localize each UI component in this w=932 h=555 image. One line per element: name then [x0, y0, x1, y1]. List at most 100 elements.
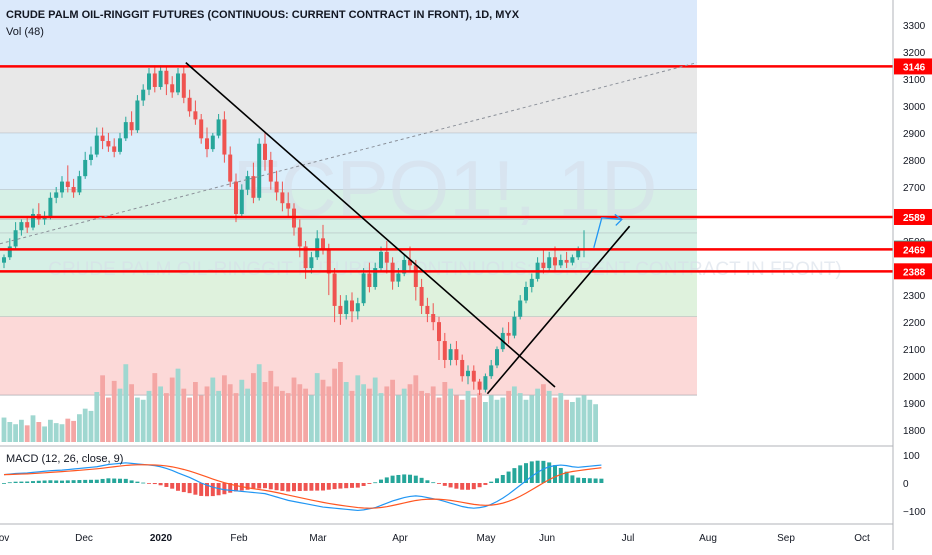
- macd-histogram-bar: [83, 479, 88, 483]
- volume-bar: [384, 386, 390, 442]
- candle-body: [152, 73, 157, 87]
- candle-body: [280, 192, 285, 204]
- macd-histogram-bar: [477, 483, 482, 488]
- volume-bar: [100, 375, 105, 442]
- volume-bar: [593, 404, 598, 442]
- volume-indicator-label[interactable]: Vol (48): [6, 26, 44, 38]
- macd-histogram-bar: [321, 483, 325, 491]
- macd-histogram-bar: [326, 483, 331, 490]
- price-tick-label: 2900: [903, 129, 926, 140]
- candle-body: [147, 73, 151, 90]
- candle-body: [564, 259, 569, 263]
- time-tick-label: Feb: [230, 533, 248, 544]
- time-tick-label: Aug: [699, 533, 717, 544]
- volume-bar: [82, 408, 88, 442]
- macd-histogram-bar: [48, 480, 53, 483]
- volume-bar: [251, 373, 256, 442]
- macd-histogram-bar: [570, 475, 575, 483]
- macd-histogram-bar: [187, 483, 192, 494]
- volume-bar: [158, 386, 163, 442]
- candle-body: [466, 370, 470, 377]
- macd-histogram-bar: [547, 462, 552, 483]
- horizontal-lines[interactable]: [0, 65, 893, 273]
- price-tick-label: 1900: [903, 399, 926, 410]
- candle-body: [379, 251, 383, 269]
- time-axis[interactable]: ov Dec 2020 Feb Mar Apr May Jun Jul Aug Sep Oct: [0, 533, 870, 544]
- candle-body: [402, 259, 407, 274]
- volume-bar: [477, 393, 482, 442]
- macd-tick-label: 100: [903, 451, 920, 462]
- volume-bar: [123, 364, 129, 442]
- candle-body: [367, 273, 372, 287]
- macd-indicator-label[interactable]: MACD (12, 26, close, 9): [6, 453, 124, 465]
- time-tick-label: Dec: [75, 533, 93, 544]
- macd-histogram-bar: [396, 474, 401, 483]
- volume-bar: [506, 390, 511, 442]
- macd-histogram-bar: [274, 483, 279, 491]
- candle-body: [274, 181, 279, 193]
- volume-bar: [372, 377, 378, 442]
- macd-histogram-bar: [448, 483, 453, 488]
- macd-histogram-bar: [413, 475, 418, 483]
- candle-body: [350, 300, 354, 312]
- volume-bar: [407, 384, 413, 442]
- macd-histogram-bar: [564, 471, 569, 483]
- volume-bar: [129, 384, 134, 442]
- price-label-text: 3146: [903, 62, 926, 73]
- volume-bar: [517, 393, 523, 442]
- macd-histogram-bar: [524, 463, 528, 483]
- price-tick-label: 2300: [903, 291, 926, 302]
- volume-bar: [361, 384, 366, 442]
- candle-body: [425, 305, 430, 315]
- macd-histogram-bar: [425, 480, 430, 483]
- price-axis[interactable]: 3300320031003000290028002700260025002400…: [894, 21, 932, 437]
- macd-histogram-bar: [181, 483, 186, 493]
- candle-body: [141, 89, 146, 101]
- macd-histogram-bar: [593, 478, 598, 483]
- volume-bar: [262, 382, 268, 442]
- volume-bar: [256, 364, 262, 442]
- candle-body: [210, 135, 215, 150]
- volume-bar: [314, 373, 320, 442]
- candle-body: [471, 370, 476, 382]
- projection-arrowhead: [614, 213, 623, 226]
- time-tick-label: Mar: [309, 533, 327, 544]
- macd-histogram-bar: [77, 480, 82, 483]
- candle-body: [176, 73, 180, 93]
- volume-bar: [94, 392, 100, 442]
- volume-bar: [181, 388, 187, 442]
- macd-histogram-bar: [303, 483, 308, 491]
- volume-bar: [465, 390, 471, 442]
- volume-bar: [297, 384, 303, 442]
- candle-body: [112, 146, 117, 152]
- time-tick-label: Jun: [539, 533, 555, 544]
- fib-zone-top: [0, 0, 697, 67]
- volume-bar: [169, 377, 175, 442]
- volume-bar: [303, 388, 308, 442]
- macd-histogram-bar: [123, 478, 128, 483]
- macd-histogram-bar: [129, 480, 134, 483]
- watermark-description: CRUDE PALM OIL-RINGGIT FUTURES (CONTINUO…: [48, 259, 841, 280]
- candle-body: [413, 265, 418, 287]
- macd-histogram-bar: [280, 483, 285, 491]
- macd-axis[interactable]: 100 0 −100: [903, 451, 926, 518]
- macd-histogram-bar: [315, 483, 320, 491]
- volume-bar: [575, 397, 581, 442]
- candle-body: [118, 138, 122, 152]
- price-tick-label: 3000: [903, 102, 926, 113]
- macd-histogram-bar: [332, 483, 337, 490]
- volume-bar: [233, 393, 239, 442]
- macd-histogram-bar: [506, 471, 511, 483]
- volume-bars: [1, 362, 598, 442]
- macd-histogram-bar: [489, 481, 494, 483]
- volume-bar: [152, 373, 158, 442]
- volume-bar: [430, 386, 436, 442]
- macd-histogram-bar: [228, 483, 233, 493]
- candle-body: [25, 222, 30, 228]
- volume-bar: [204, 386, 210, 442]
- macd-histogram-bar: [367, 483, 372, 484]
- trend-lines[interactable]: [0, 62, 698, 395]
- volume-bar: [448, 388, 453, 442]
